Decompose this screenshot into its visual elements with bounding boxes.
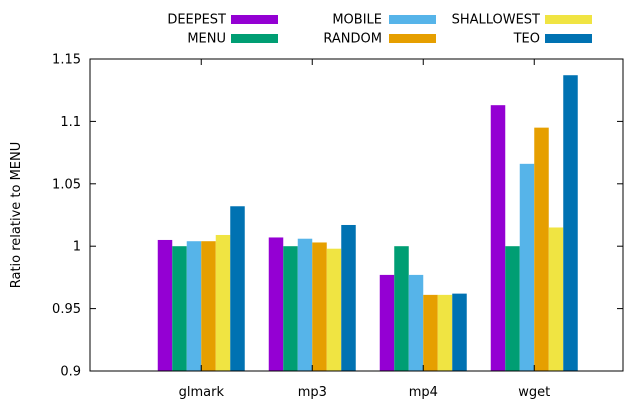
legend-label-teo: TEO [513,32,540,47]
legend-swatch-random [389,34,436,43]
bar-random-glmark [201,241,216,371]
bar-deepest-mp3 [268,237,284,371]
bar-random-mp4 [423,294,438,371]
y-axis-label: Ratio relative to MENU [9,142,24,289]
x-tick-label: glmark [179,385,225,399]
legend-label-menu: MENU [187,32,226,47]
bar-menu-wget [505,246,520,371]
x-tick-label: wget [518,385,550,399]
legend-swatch-deepest [231,15,278,24]
bar-teo-mp3 [341,224,356,371]
y-tick-label: 0.95 [52,302,81,317]
x-tick-label: mp4 [409,385,438,399]
plot-border [89,58,624,372]
bar-random-wget [534,127,549,371]
legend-label-mobile: MOBILE [332,13,382,28]
legend-swatch-mobile [389,15,436,24]
y-tick-label: 1.1 [60,115,81,130]
x-tick-label: mp3 [298,385,327,399]
bar-teo-wget [563,75,578,371]
bar-mobile-glmark [186,241,202,371]
y-tick-label: 1.15 [52,53,81,68]
bar-menu-glmark [172,246,187,371]
legend: DEEPEST MENU MOBILE RANDOM SHALLOWEST TEO [167,13,592,47]
bar-shallowest-mp4 [437,294,453,371]
legend-label-deepest: DEEPEST [167,13,226,28]
bar-deepest-glmark [157,239,173,371]
bar-deepest-wget [490,105,506,372]
bar-menu-mp4 [394,246,409,371]
legend-swatch-shallowest [545,15,592,24]
bar-teo-glmark [230,206,245,371]
legend-label-shallowest: SHALLOWEST [452,13,540,28]
bar-shallowest-glmark [215,234,231,371]
bar-mobile-mp3 [297,238,313,371]
bar-shallowest-mp3 [326,248,342,371]
y-tick-label: 1.05 [52,177,81,192]
plot-area: glmark mp3 mp4 wget 0.9 0.95 1 1.05 1.1 1.15 [52,53,624,399]
bar-random-mp3 [312,242,327,371]
y-tick-label: 1 [73,240,81,255]
legend-label-random: RANDOM [323,32,382,47]
legend-swatch-teo [545,34,592,43]
bar-deepest-mp4 [379,274,395,371]
bar-mobile-wget [519,163,535,371]
bar-mobile-mp4 [408,274,424,371]
bar-shallowest-wget [548,227,564,371]
y-tick-label: 0.9 [60,365,81,380]
legend-swatch-menu [231,34,278,43]
bar-menu-mp3 [283,246,298,371]
bar-teo-mp4 [452,293,467,371]
